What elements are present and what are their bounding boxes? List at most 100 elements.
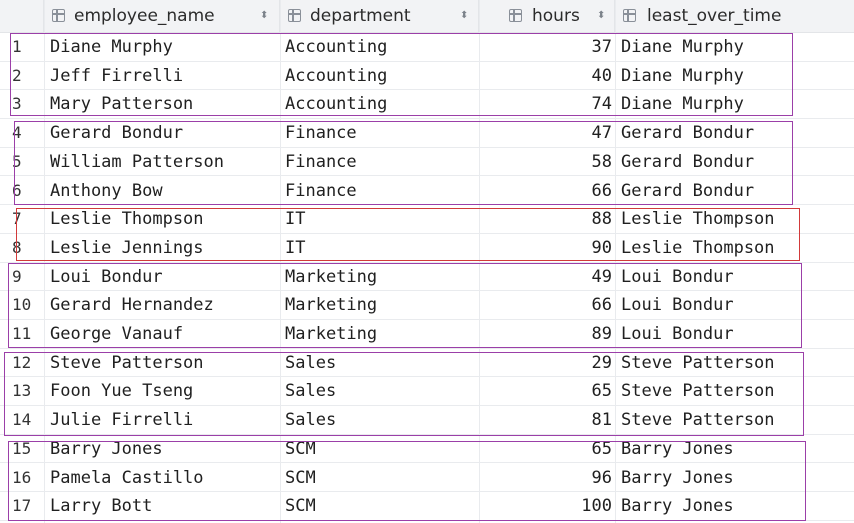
cell-employee-name[interactable]: Julie Firrelli [50, 410, 194, 431]
cell-employee-name[interactable]: Steve Patterson [50, 352, 204, 373]
table-row[interactable]: 11 George Vanauf Marketing 89 Loui Bondur [0, 320, 854, 349]
cell-employee-name[interactable]: William Patterson [50, 151, 224, 172]
cell-hours[interactable]: 81 [591, 410, 612, 431]
cell-hours[interactable]: 96 [591, 467, 612, 488]
cell-hours[interactable]: 88 [591, 209, 612, 230]
cell-hours[interactable]: 89 [591, 324, 612, 344]
table-row[interactable]: 9 Loui Bondur Marketing 49 Loui Bondur [0, 263, 854, 292]
table-row[interactable]: 5 William Patterson Finance 58 Gerard Bondur [0, 148, 854, 177]
sort-icon[interactable]: ⬍ [460, 10, 469, 21]
table-row[interactable]: 3 Mary Patterson Accounting 74 Diane Murphy [0, 90, 854, 120]
cell-employee-name[interactable]: Pamela Castillo [50, 467, 204, 488]
cell-hours[interactable]: 65 [591, 438, 612, 459]
table-row[interactable]: 4 Gerard Bondur Finance 47 Gerard Bondur [0, 119, 854, 148]
cell-employee-name[interactable]: Foon Yue Tseng [50, 381, 194, 402]
cell-department[interactable]: Marketing [285, 266, 378, 287]
cell-hours[interactable]: 65 [591, 381, 612, 402]
cell-department[interactable]: Accounting [285, 65, 388, 86]
cell-employee-name[interactable]: Jeff Firrelli [50, 65, 184, 86]
cell-department[interactable]: Marketing [285, 295, 378, 316]
column-header-hours[interactable]: hours ⬍ [479, 0, 615, 32]
cell-employee-name[interactable]: Anthony Bow [50, 180, 163, 201]
cell-hours[interactable]: 47 [591, 123, 612, 144]
row-number[interactable]: 13 [12, 381, 32, 401]
cell-employee-name[interactable]: Larry Bott [50, 496, 153, 517]
cell-department[interactable]: Finance [285, 180, 357, 201]
table-row[interactable]: 10 Gerard Hernandez Marketing 66 Loui Bondur [0, 291, 854, 320]
row-number[interactable]: 6 [12, 180, 22, 200]
cell-least-over-time[interactable]: Barry Jones [621, 467, 734, 488]
row-number[interactable]: 11 [12, 324, 32, 343]
cell-least-over-time[interactable]: Gerard Bondur [621, 123, 755, 144]
cell-department[interactable]: IT [285, 237, 306, 258]
cell-hours[interactable]: 90 [591, 237, 612, 258]
cell-least-over-time[interactable]: Gerard Bondur [621, 151, 755, 172]
cell-least-over-time[interactable]: Barry Jones [621, 438, 734, 459]
table-row[interactable]: 2 Jeff Firrelli Accounting 40 Diane Murphy [0, 62, 854, 91]
cell-employee-name[interactable]: Loui Bondur [50, 266, 163, 287]
cell-employee-name[interactable]: Gerard Hernandez [50, 295, 214, 316]
row-number[interactable]: 1 [12, 37, 22, 56]
cell-employee-name[interactable]: Leslie Thompson [50, 209, 204, 230]
cell-employee-name[interactable]: Diane Murphy [50, 37, 173, 57]
row-number[interactable]: 9 [12, 266, 22, 286]
row-number[interactable]: 17 [12, 496, 32, 516]
cell-hours[interactable]: 40 [591, 65, 612, 86]
cell-least-over-time[interactable]: Diane Murphy [621, 94, 744, 115]
row-number[interactable]: 2 [12, 65, 22, 85]
cell-department[interactable]: Sales [285, 410, 337, 431]
column-header-least-over-time[interactable]: least_over_time [615, 0, 854, 32]
cell-department[interactable]: SCM [285, 438, 316, 459]
cell-employee-name[interactable]: Gerard Bondur [50, 123, 184, 144]
row-number[interactable]: 12 [12, 352, 32, 372]
column-header-employee-name[interactable]: employee_name ⬍ [44, 0, 280, 32]
sort-icon[interactable]: ⬍ [260, 10, 269, 21]
row-number[interactable]: 15 [12, 438, 32, 458]
cell-employee-name[interactable]: Barry Jones [50, 438, 163, 459]
row-number[interactable]: 4 [12, 123, 22, 143]
table-row[interactable]: 1 Diane Murphy Accounting 37 Diane Murphy [0, 33, 854, 62]
cell-least-over-time[interactable]: Steve Patterson [621, 381, 775, 402]
cell-employee-name[interactable]: Leslie Jennings [50, 237, 204, 258]
cell-department[interactable]: Marketing [285, 324, 378, 344]
table-row[interactable]: 17 Larry Bott SCM 100 Barry Jones [0, 492, 854, 521]
cell-least-over-time[interactable]: Loui Bondur [621, 324, 734, 344]
cell-employee-name[interactable]: George Vanauf [50, 324, 184, 344]
cell-department[interactable]: SCM [285, 496, 316, 517]
cell-hours[interactable]: 29 [591, 352, 612, 373]
row-number[interactable]: 7 [12, 209, 22, 229]
row-number[interactable]: 3 [12, 94, 22, 114]
cell-department[interactable]: Accounting [285, 94, 388, 115]
cell-hours[interactable]: 100 [581, 496, 612, 517]
table-row[interactable]: 16 Pamela Castillo SCM 96 Barry Jones [0, 464, 854, 493]
cell-department[interactable]: IT [285, 209, 306, 230]
cell-department[interactable]: Sales [285, 381, 337, 402]
column-header-department[interactable]: department ⬍ [280, 0, 479, 32]
cell-least-over-time[interactable]: Leslie Thompson [621, 209, 775, 230]
cell-least-over-time[interactable]: Steve Patterson [621, 410, 775, 431]
table-row[interactable]: 15 Barry Jones SCM 65 Barry Jones [0, 435, 854, 464]
cell-department[interactable]: SCM [285, 467, 316, 488]
cell-least-over-time[interactable]: Loui Bondur [621, 266, 734, 287]
cell-least-over-time[interactable]: Diane Murphy [621, 37, 744, 57]
cell-department[interactable]: Sales [285, 352, 337, 373]
cell-least-over-time[interactable]: Loui Bondur [621, 295, 734, 316]
cell-hours[interactable]: 49 [591, 266, 612, 287]
row-number[interactable]: 5 [12, 151, 22, 171]
cell-employee-name[interactable]: Mary Patterson [50, 94, 194, 115]
cell-least-over-time[interactable]: Leslie Thompson [621, 237, 775, 258]
table-row[interactable]: 7 Leslie Thompson IT 88 Leslie Thompson [0, 205, 854, 234]
row-number[interactable]: 14 [12, 410, 32, 430]
cell-hours[interactable]: 66 [591, 295, 612, 316]
sort-icon[interactable]: ⬍ [597, 10, 606, 21]
row-number[interactable]: 10 [12, 295, 32, 315]
cell-hours[interactable]: 37 [591, 37, 612, 57]
table-row[interactable]: 13 Foon Yue Tseng Sales 65 Steve Patterson [0, 377, 854, 407]
cell-department[interactable]: Finance [285, 123, 357, 144]
cell-least-over-time[interactable]: Steve Patterson [621, 352, 775, 373]
table-row[interactable]: 6 Anthony Bow Finance 66 Gerard Bondur [0, 177, 854, 206]
table-row[interactable]: 8 Leslie Jennings IT 90 Leslie Thompson [0, 234, 854, 263]
cell-department[interactable]: Accounting [285, 37, 388, 57]
table-row[interactable]: 14 Julie Firrelli Sales 81 Steve Patterson [0, 406, 854, 435]
cell-department[interactable]: Finance [285, 151, 357, 172]
